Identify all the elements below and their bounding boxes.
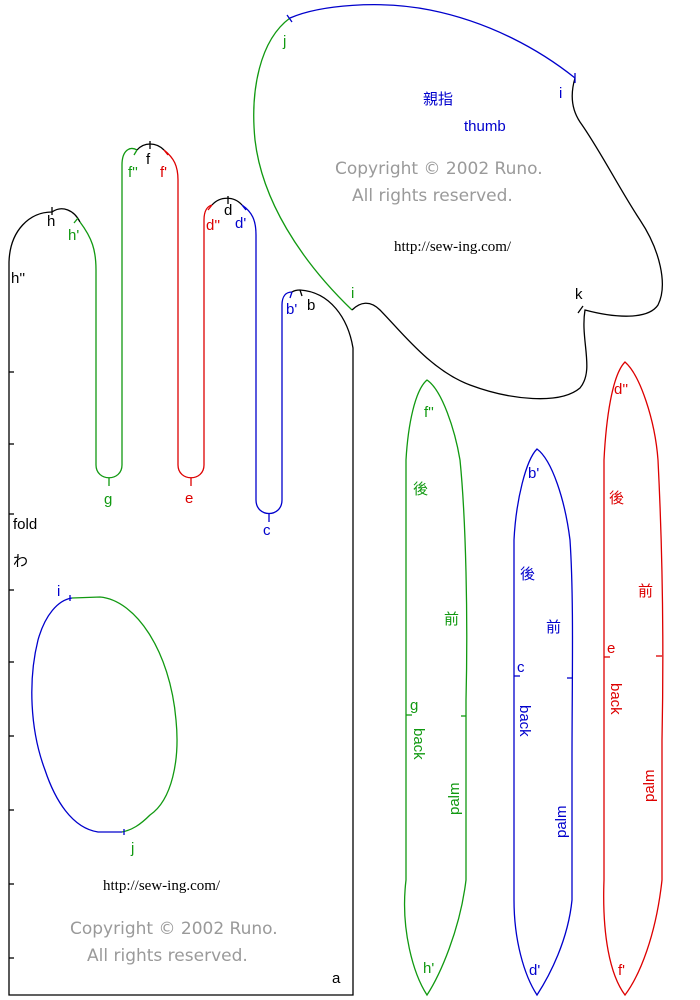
thumb-hole-blue — [31, 597, 122, 833]
hand-url: http://sew-ing.com/ — [103, 878, 221, 894]
thumb-label-jp: 親指 — [423, 90, 453, 108]
finger-d-tip — [211, 197, 243, 206]
gusset-red-front-jp: 前 — [638, 582, 653, 600]
label-hole-j: j — [130, 840, 134, 857]
label-h2: h'' — [11, 270, 25, 287]
label-fold-jp: わ — [13, 552, 28, 570]
label-e: e — [185, 490, 193, 507]
finger-h-tip — [51, 208, 81, 223]
label-b1: b' — [286, 301, 297, 318]
thumb-label-k: k — [575, 286, 583, 303]
gusset-green — [403, 379, 468, 997]
label-fold: fold — [13, 516, 37, 533]
label-hole-i: i — [57, 583, 60, 600]
label-c: c — [263, 522, 271, 539]
gusset-blue-palm: palm — [553, 805, 570, 838]
finger-d-side — [241, 204, 293, 515]
label-f: f — [146, 151, 151, 168]
hand-piece — [8, 141, 354, 996]
finger-f-side — [163, 149, 213, 479]
label-a: a — [332, 970, 341, 987]
gusset-red — [603, 361, 664, 997]
label-g: g — [104, 491, 112, 508]
label-b: b — [307, 297, 315, 314]
label-d: d — [224, 202, 232, 219]
thumb-copyright-2: All rights reserved. — [352, 186, 513, 206]
label-f2: f'' — [128, 164, 138, 181]
gusset-blue-mid: c — [517, 659, 525, 676]
hand-copyright-1: Copyright © 2002 Runo. — [70, 919, 278, 939]
gusset-green-bottom: h' — [423, 960, 434, 977]
gusset-blue-back: back — [516, 705, 533, 737]
gusset-red-back-jp: 後 — [609, 489, 624, 507]
gusset-red-back: back — [607, 683, 624, 715]
thumb-hole-green — [71, 596, 178, 833]
fold-ticks — [9, 371, 14, 959]
gusset-green-mid: g — [410, 697, 418, 714]
gusset-red-outline — [603, 361, 664, 997]
gusset-green-back-jp: 後 — [413, 480, 428, 498]
gusset-blue-outline — [513, 448, 574, 997]
gusset-green-back: back — [410, 728, 427, 760]
hand-copyright-2: All rights reserved. — [87, 946, 248, 966]
label-f1: f' — [160, 164, 167, 181]
thumb-edge-green — [253, 17, 353, 311]
thumb-url: http://sew-ing.com/ — [394, 239, 512, 255]
gusset-red-bottom: f' — [618, 962, 625, 979]
thumb-label-en: thumb — [464, 118, 506, 135]
gusset-green-front-jp: 前 — [444, 610, 459, 628]
gusset-blue-bottom: d' — [529, 962, 540, 979]
label-h1: h' — [68, 227, 79, 244]
finger-b-tip — [291, 289, 301, 293]
thumb-label-i-left: i — [351, 285, 354, 302]
thumb-label-i-top: i — [559, 85, 562, 102]
thumb-edge-black — [351, 77, 663, 400]
gusset-blue-back-jp: 後 — [520, 565, 535, 583]
label-h: h — [47, 213, 55, 230]
thumb-piece — [253, 4, 663, 400]
thumb-edge-blue — [289, 4, 576, 79]
gusset-green-top: f'' — [424, 404, 434, 421]
gusset-green-outline — [403, 379, 468, 997]
gusset-blue-front-jp: 前 — [546, 618, 561, 636]
gusset-green-palm: palm — [446, 782, 463, 815]
gusset-blue — [513, 448, 574, 997]
label-d1: d' — [235, 215, 246, 232]
gusset-blue-top: b' — [528, 465, 539, 482]
finger-h-side — [79, 147, 138, 479]
gusset-red-top: d'' — [614, 381, 628, 398]
label-d2: d'' — [206, 217, 220, 234]
gusset-red-mid: e — [607, 640, 615, 657]
finger-ticks — [51, 141, 303, 522]
hand-outline — [8, 211, 354, 996]
thumb-label-j: j — [282, 33, 286, 50]
gusset-red-palm: palm — [641, 769, 658, 802]
thumb-copyright-1: Copyright © 2002 Runo. — [335, 159, 543, 179]
